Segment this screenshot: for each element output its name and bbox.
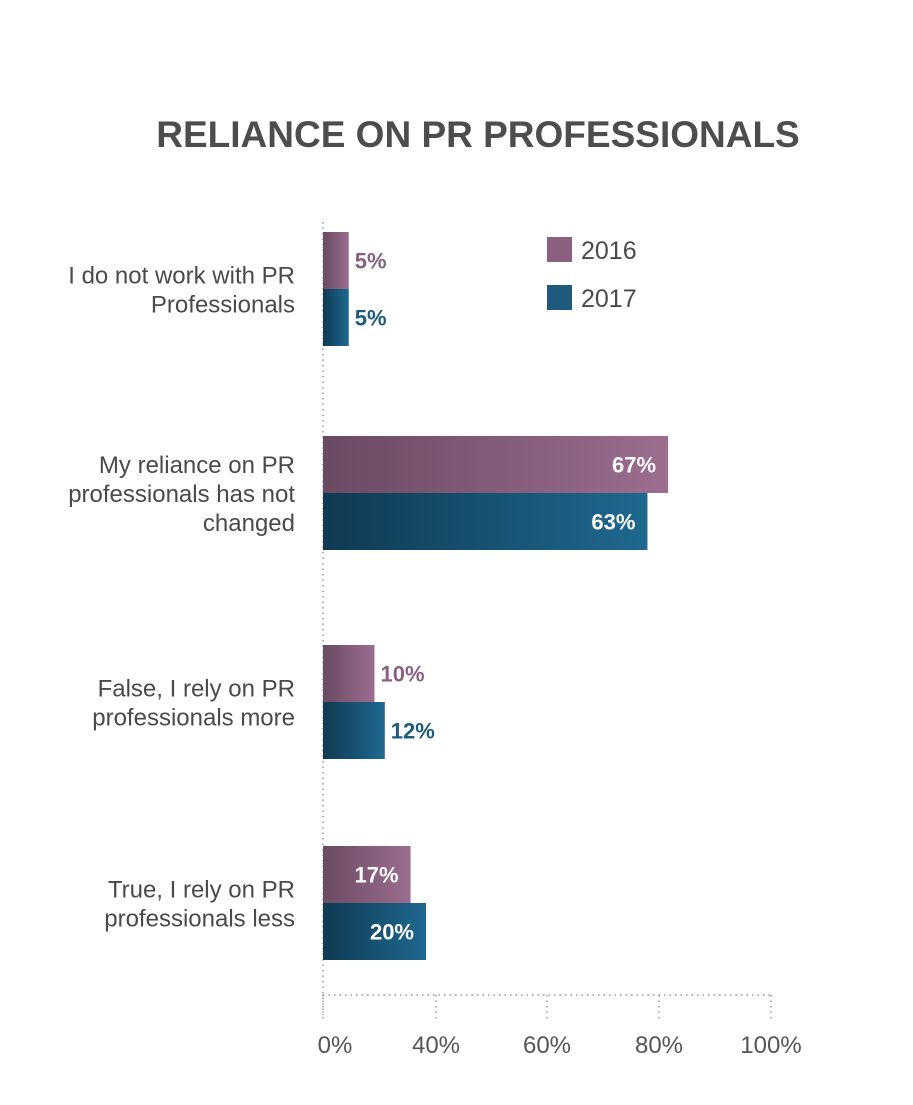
category-label: My reliance on PR	[99, 452, 295, 479]
bar-2017-2	[323, 702, 385, 759]
category-label: I do not work with PR	[68, 263, 295, 290]
bar-2017-1	[323, 493, 648, 550]
legend-swatch-2016	[547, 237, 572, 262]
chart-title: RELIANCE ON PR PROFESSIONALS	[156, 114, 799, 155]
x-tick-label: 80%	[635, 1032, 683, 1059]
category-label: professionals has not	[68, 481, 295, 508]
category-label: True, I rely on PR	[108, 877, 295, 904]
legend-label: 2016	[581, 237, 637, 265]
data-label: 5%	[355, 306, 387, 331]
x-tick-label: 40%	[412, 1032, 460, 1059]
category-label: professionals less	[104, 906, 295, 933]
x-tick-label: 60%	[523, 1032, 571, 1059]
data-label: 63%	[591, 510, 635, 535]
category-label: professionals more	[92, 705, 295, 732]
bar-2017-3	[323, 903, 426, 960]
category-label: Professionals	[151, 292, 295, 319]
data-label: 12%	[391, 719, 435, 744]
legend-label: 2017	[581, 285, 637, 313]
data-label: 17%	[355, 863, 399, 888]
x-tick-label: 100%	[740, 1032, 801, 1059]
category-label: False, I rely on PR	[98, 676, 295, 703]
x-tick-label: 0%	[318, 1032, 353, 1059]
data-label: 5%	[355, 249, 387, 274]
bar-2017-0	[323, 289, 349, 346]
category-label: changed	[203, 510, 295, 537]
bar-2016-3	[323, 846, 411, 903]
data-label: 20%	[370, 920, 414, 945]
data-label: 67%	[612, 453, 656, 478]
bar-2016-1	[323, 436, 669, 493]
bar-2016-2	[323, 645, 375, 702]
legend-swatch-2017	[547, 285, 572, 310]
data-label: 10%	[381, 662, 425, 687]
bar-2016-0	[323, 232, 349, 289]
